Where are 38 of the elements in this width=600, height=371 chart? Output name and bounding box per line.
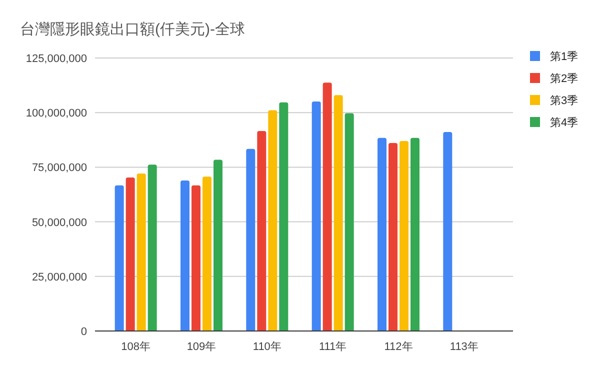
bar xyxy=(214,160,222,331)
legend-label: 第4季 xyxy=(550,116,578,129)
x-tick-label: 113年 xyxy=(450,341,478,353)
bar xyxy=(126,177,135,331)
x-tick-label: 112年 xyxy=(384,341,413,353)
x-tick-label: 108年 xyxy=(121,341,151,353)
x-tick-label: 111年 xyxy=(318,341,347,353)
y-tick-label: 75,000,000 xyxy=(32,162,87,174)
y-tick-label: 100,000,000 xyxy=(26,108,87,120)
bar xyxy=(192,185,200,331)
bar xyxy=(268,110,278,331)
bar xyxy=(180,180,190,331)
legend-label: 第1季 xyxy=(550,50,578,63)
bar xyxy=(148,164,157,331)
bar xyxy=(202,176,212,331)
y-tick-label: 0 xyxy=(80,326,87,338)
legend-label: 第2季 xyxy=(550,72,578,85)
y-tick-label: 25,000,000 xyxy=(32,271,87,284)
bar xyxy=(322,82,332,331)
bar xyxy=(312,101,321,331)
y-tick-label: 50,000,000 xyxy=(32,216,87,229)
legend-label: 第3季 xyxy=(550,94,578,107)
bar xyxy=(246,148,256,331)
bar xyxy=(257,130,266,331)
bar xyxy=(388,142,398,331)
x-tick-label: 109年 xyxy=(186,341,216,353)
y-tick-label: 125,000,000 xyxy=(26,53,87,65)
x-tick-label: 110年 xyxy=(252,341,282,353)
bar xyxy=(400,140,408,331)
bar xyxy=(279,102,288,331)
bar xyxy=(410,138,420,331)
chart-title: 台灣隱形眼鏡出口額(仟美元)-全球 xyxy=(20,21,245,38)
bar xyxy=(136,174,146,331)
bar xyxy=(378,138,386,331)
bar xyxy=(114,185,124,331)
bar xyxy=(443,132,452,331)
bar xyxy=(334,95,343,331)
bar xyxy=(344,113,354,331)
